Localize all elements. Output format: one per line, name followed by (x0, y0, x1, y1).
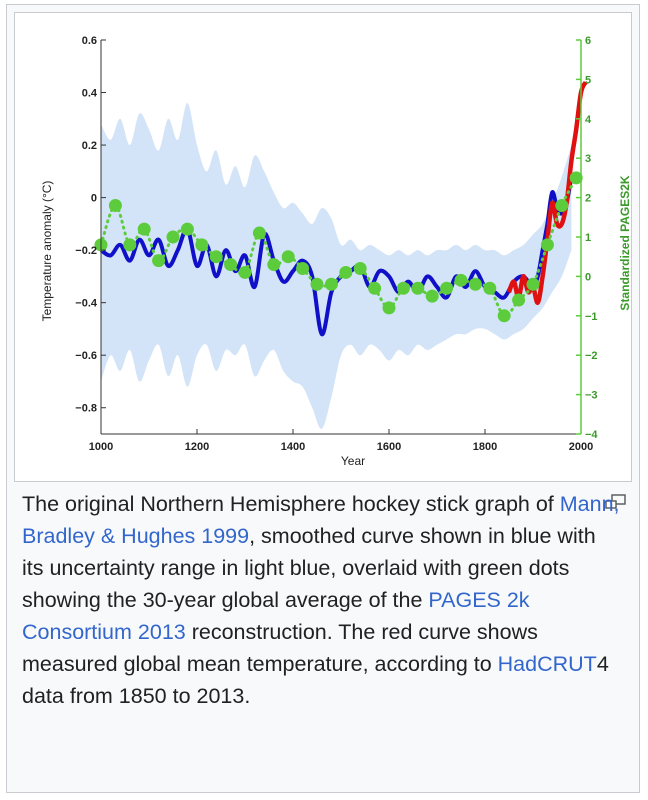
pages2k-dot (396, 281, 410, 295)
y-tick-label: −0.4 (75, 298, 98, 310)
pages2k-dot (108, 198, 122, 212)
pages2k-dot (339, 265, 353, 279)
x-tick-label: 1000 (89, 441, 113, 453)
pages2k-dot (440, 281, 454, 295)
uncertainty-band (101, 103, 572, 429)
x-tick-label: 1200 (185, 441, 209, 453)
y-tick-label: −0.2 (75, 245, 97, 257)
pages2k-dot (368, 281, 382, 295)
caption-text-3: reconstruction. The red curve shows meas… (22, 620, 538, 676)
pages2k-dot (224, 258, 238, 272)
y-tick-label: 0 (91, 193, 97, 205)
pages2k-dot (411, 281, 425, 295)
pages2k-dot (209, 250, 223, 264)
pages2k-dot (454, 273, 468, 287)
pages2k-dot (123, 238, 137, 252)
magnify-icon[interactable] (604, 494, 628, 512)
y2-tick-label: 4 (585, 114, 592, 126)
pages2k-dot (526, 277, 540, 291)
pages2k-dot (267, 258, 281, 272)
pages2k-dot (310, 277, 324, 291)
y2-tick-label: −4 (585, 429, 598, 441)
pages2k-dot (252, 226, 266, 240)
y2-tick-label: 0 (585, 271, 591, 283)
image-caption: The original Northern Hemisphere hockey … (22, 488, 622, 712)
pages2k-dot (483, 281, 497, 295)
caption-text-1: The original Northern Hemisphere hockey … (22, 492, 560, 516)
pages2k-dot (296, 262, 310, 276)
y-tick-label: 0.4 (82, 88, 98, 100)
pages2k-dot (468, 277, 482, 291)
y2-axis-label: Standardized PAGES2K (618, 175, 631, 310)
y-tick-label: 0.2 (82, 140, 97, 152)
caption-link-hadcrut[interactable]: HadCRUT (497, 652, 597, 676)
caption-text-4: 4 data from 1850 to 2013. (22, 652, 609, 708)
x-tick-label: 1800 (473, 441, 497, 453)
caption-link-pages2k-2013[interactable]: PAGES 2k Consortium 2013 (22, 588, 530, 644)
y-axis-label: Temperature anomaly (°C) (40, 181, 54, 322)
pages2k-dot (195, 238, 209, 252)
pages2k-dot (425, 289, 439, 303)
y2-tick-label: −1 (585, 311, 598, 323)
pages2k-dot (324, 277, 338, 291)
pages2k-dot (152, 254, 166, 268)
pages2k-dot (569, 171, 583, 185)
pages2k-dot (512, 293, 526, 307)
pages2k-dot (180, 222, 194, 236)
pages2k-dot (281, 250, 295, 264)
y2-tick-label: 2 (585, 193, 591, 205)
pages2k-dot (238, 265, 252, 279)
pages2k-connector (99, 176, 578, 318)
pages2k-dot (353, 262, 367, 276)
pages2k-dot (137, 222, 151, 236)
caption-link-mann-1999[interactable]: Mann, Bradley & Hughes 1999 (22, 492, 620, 548)
y-tick-label: 0.6 (82, 35, 97, 47)
y2-tick-label: 3 (585, 153, 591, 165)
x-tick-label: 1400 (281, 441, 305, 453)
pages2k-dot (497, 309, 511, 323)
y-tick-label: −0.8 (75, 403, 97, 415)
y2-tick-label: −2 (585, 350, 598, 362)
x-tick-label: 2000 (569, 441, 593, 453)
pages2k-dot (540, 238, 554, 252)
pages2k-dot (555, 198, 569, 212)
y-tick-label: −0.6 (75, 350, 97, 362)
x-axis-label: Year (341, 454, 365, 468)
y2-tick-label: 6 (585, 35, 591, 47)
caption-text-2: , smoothed curve shown in blue with its … (22, 524, 596, 612)
chart-image[interactable]: 0.6 0.4 0.2 0 −0.2 −0.4 −0.6 −0.8 1000 1200 1400 16… (14, 12, 632, 482)
pages2k-dot (166, 230, 180, 244)
y2-tick-label: 5 (585, 74, 591, 86)
pages2k-dot (382, 301, 396, 315)
y2-tick-label: 1 (585, 232, 591, 244)
x-tick-label: 1600 (377, 441, 401, 453)
y2-tick-label: −3 (585, 390, 598, 402)
